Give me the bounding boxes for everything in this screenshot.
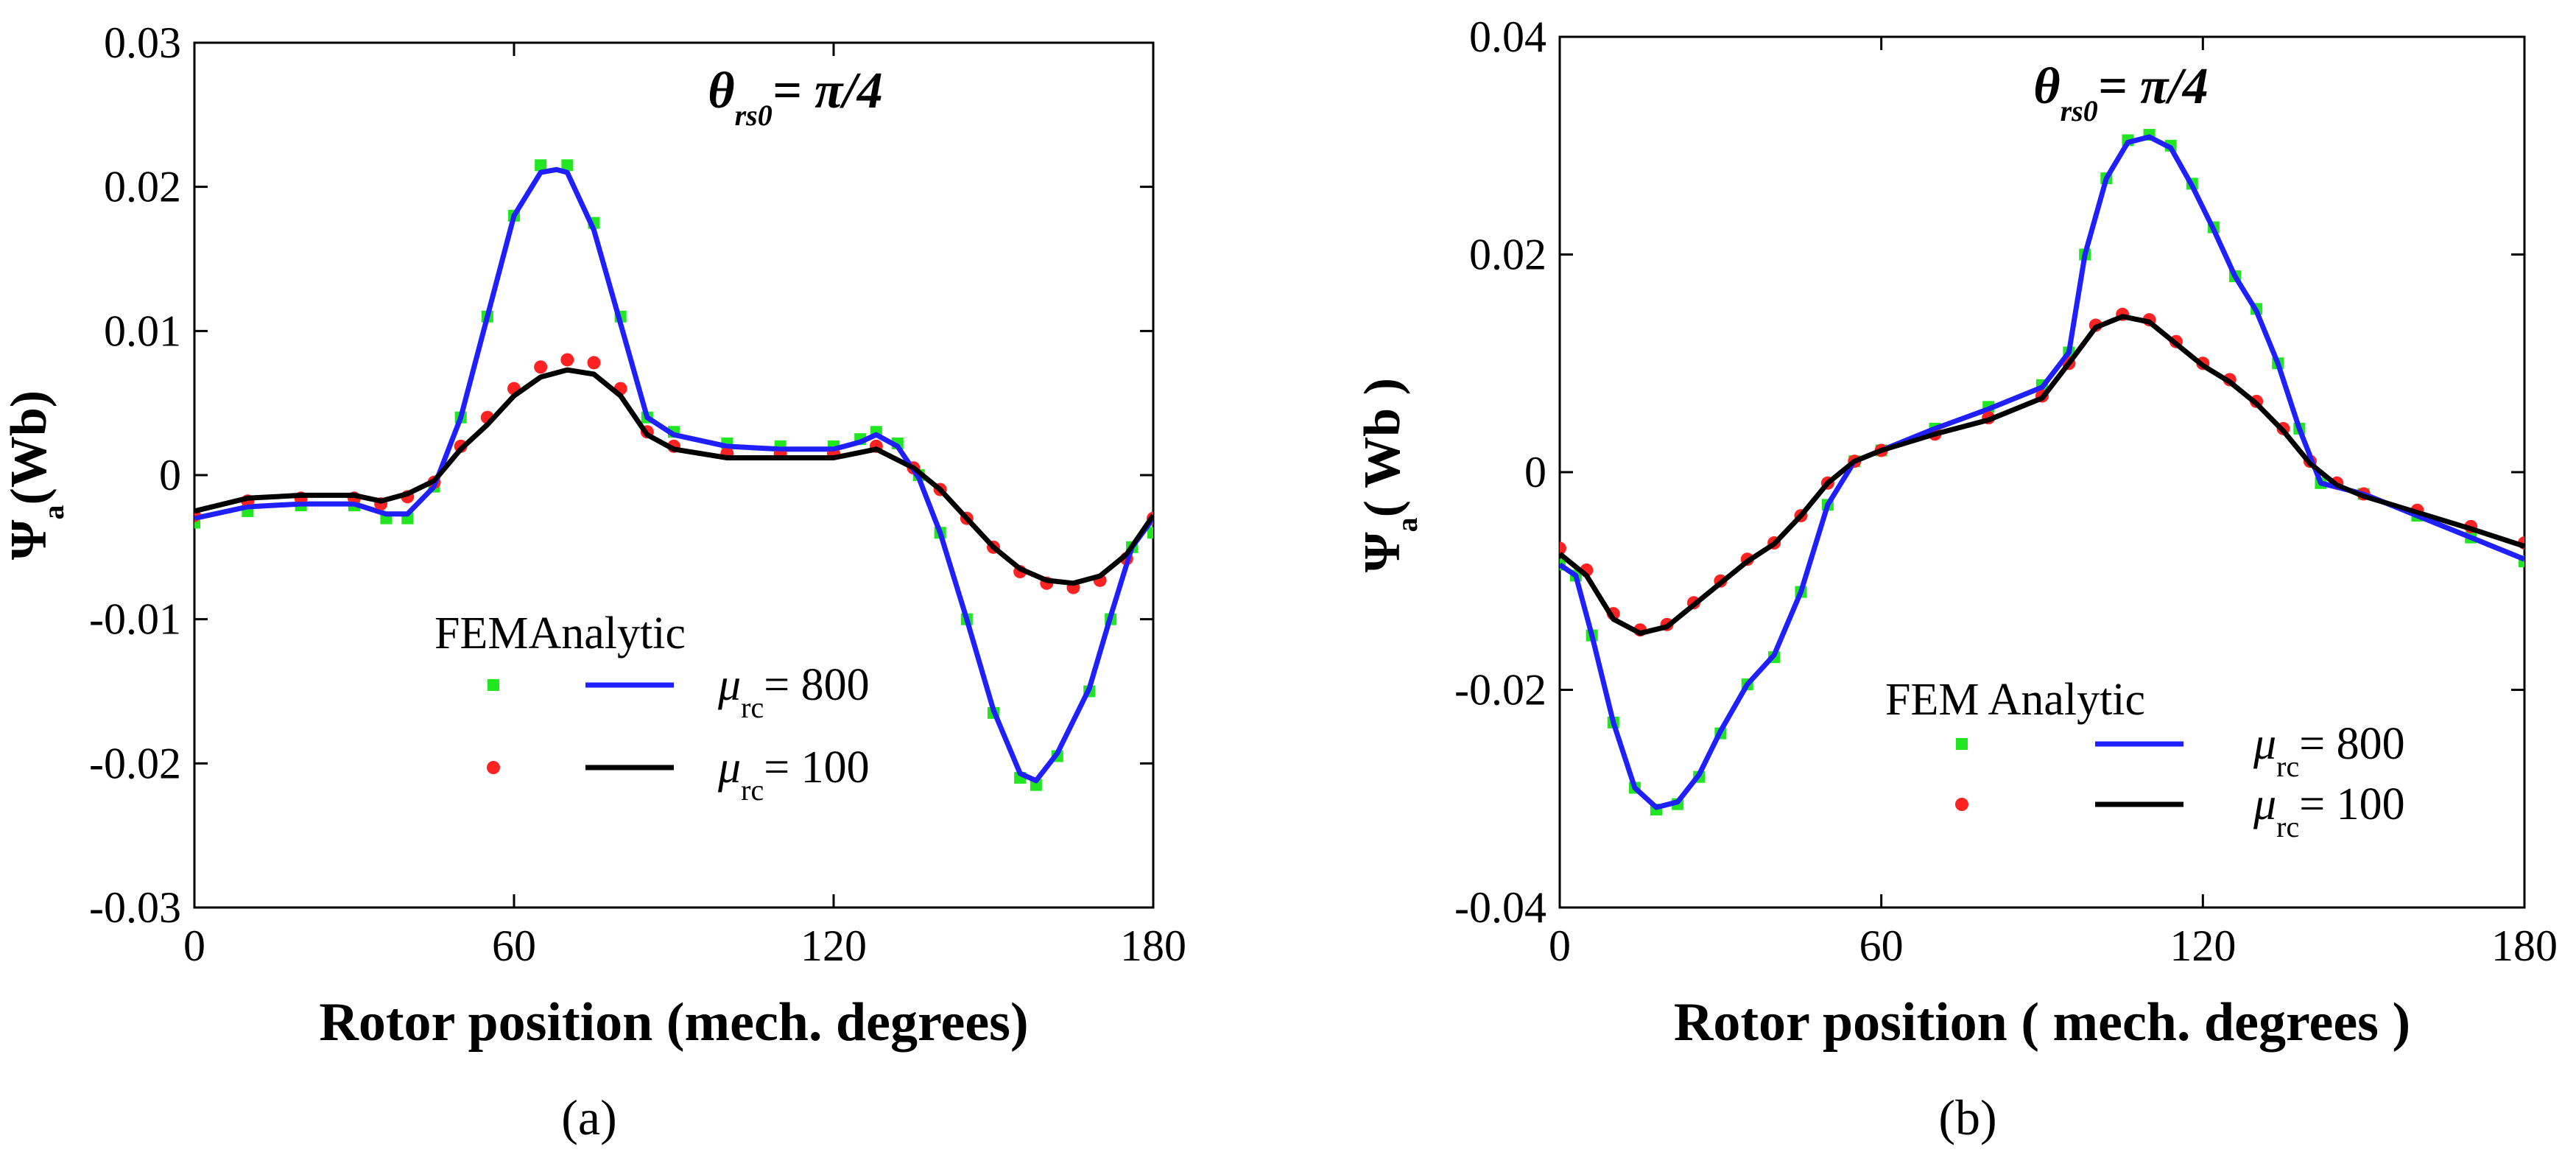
x-tick-label: 0 (1549, 921, 1571, 970)
legend-entry-symbol: μ (2253, 779, 2276, 829)
legend-entry-symbol: μ (717, 742, 741, 793)
title-rest: = π/4 (773, 63, 883, 119)
ylabel-subscript: a (1390, 517, 1424, 532)
y-tick-label: -0.02 (89, 739, 181, 787)
y-tick-label: -0.04 (1454, 883, 1546, 932)
title-rest: = π/4 (2098, 58, 2209, 115)
legend-entry-symbol: μ (2253, 719, 2276, 769)
series-line (194, 367, 1153, 586)
y-tick-label: 0.03 (104, 18, 181, 67)
series-line-overlay (194, 368, 1153, 586)
x-tick-label: 180 (2491, 921, 2558, 970)
data-point-square (2519, 555, 2524, 568)
legend-entry-subscript: rc (741, 773, 764, 807)
data-point-circle (560, 353, 574, 367)
y-tick-label: -0.01 (89, 595, 181, 644)
x-tick-label: 60 (492, 921, 536, 970)
y-tick-label: -0.03 (89, 883, 181, 932)
series-line-overlay (1560, 134, 2524, 810)
series-a-0 (194, 159, 1153, 791)
legend-marker-square (488, 679, 499, 691)
series-line-overlay (194, 167, 1153, 783)
series-line (194, 166, 1153, 784)
title-symbol: θ (708, 63, 734, 119)
data-point-square (194, 516, 200, 529)
chart-title-b: θrs0= π/4 (2033, 58, 2209, 127)
x-axis-label-b: Rotor position ( mech. degrees ) (1674, 992, 2410, 1053)
legend-entry-rest: = 800 (764, 660, 869, 710)
data-point-circle (587, 356, 601, 370)
plot-frame-a (193, 41, 1155, 909)
series-a-1 (194, 166, 1153, 784)
legend-marker-square (1956, 738, 1968, 750)
y-tick-label: 0.02 (1469, 231, 1546, 279)
y-tick-label: 0.02 (104, 163, 181, 211)
x-axis-label-a: Rotor position (mech. degrees) (319, 992, 1028, 1053)
data-point-circle (534, 360, 548, 374)
series-a-3 (194, 367, 1153, 586)
x-tick-label: 180 (1120, 921, 1186, 970)
y-tick-label: 0 (159, 451, 181, 499)
legend-marker-circle (487, 761, 500, 774)
legend-header: FEMAnalytic (434, 608, 686, 659)
x-tick-label: 60 (1859, 921, 1904, 970)
ylabel-symbol: Ψ (1, 519, 57, 560)
legend-entry-rest: = 100 (2299, 779, 2404, 829)
x-tick-label: 120 (2169, 921, 2236, 970)
y-axis-label-a: Ψa(Wb) (1, 390, 70, 560)
chart-panel-b: 0 60 120 180 -0.04 -0.02 0 0.02 0.04 θrs0= π/4 Rot… (1354, 13, 2558, 1145)
legend-entry-1: μrc= 100 (2253, 779, 2405, 843)
y-tick-label: 0.04 (1469, 13, 1546, 61)
panel-label-a: (a) (561, 1089, 616, 1145)
series-line (1560, 314, 2524, 636)
ylabel-rest: (Wb) (1, 390, 57, 505)
chart-panel-a: 0 60 120 180 -0.03 -0.02 -0.01 0 0.01 0.02 0.03 θrs… (1, 18, 1186, 1145)
legend-entry-1: μrc= 100 (717, 742, 870, 807)
series-b-3 (1560, 314, 2524, 636)
ylabel-subscript: a (37, 505, 70, 519)
legend-entry-subscript: rc (2276, 750, 2299, 783)
title-subscript: rs0 (2061, 94, 2098, 127)
legend-header: FEM Analytic (1885, 675, 2145, 725)
x-tick-label: 0 (183, 921, 205, 970)
y-axis-label-b: Ψa( Wb ) (1354, 378, 1424, 572)
legend-marker-circle (1955, 798, 1968, 811)
data-point-square (561, 159, 574, 172)
x-tick-label: 120 (800, 921, 867, 970)
legend-entry-rest: = 800 (2299, 719, 2404, 769)
chart-title-a: θrs0= π/4 (708, 63, 883, 132)
y-tick-label: 0 (1524, 448, 1546, 496)
legend-entry-subscript: rc (2276, 810, 2299, 843)
legend-entry-symbol: μ (717, 660, 741, 710)
legend-entry-0: μrc= 800 (2253, 719, 2405, 783)
ylabel-symbol: Ψ (1354, 532, 1411, 572)
data-point-square (535, 159, 547, 172)
y-tick-label: -0.02 (1454, 666, 1546, 715)
series-line-overlay (1560, 314, 2524, 636)
legend-entry-rest: = 100 (764, 742, 869, 793)
ylabel-rest: ( Wb ) (1354, 378, 1411, 517)
data-point-square (1147, 527, 1153, 539)
legend-entry-subscript: rc (741, 691, 764, 724)
series-b-2 (1560, 307, 2524, 637)
title-symbol: θ (2033, 58, 2060, 115)
data-point-circle (1560, 541, 1566, 555)
title-subscript: rs0 (735, 99, 773, 132)
y-tick-label: 0.01 (104, 306, 181, 355)
legend-entry-0: μrc= 800 (717, 660, 870, 724)
series-a-2 (194, 353, 1153, 594)
panel-label-b: (b) (1938, 1089, 1996, 1145)
